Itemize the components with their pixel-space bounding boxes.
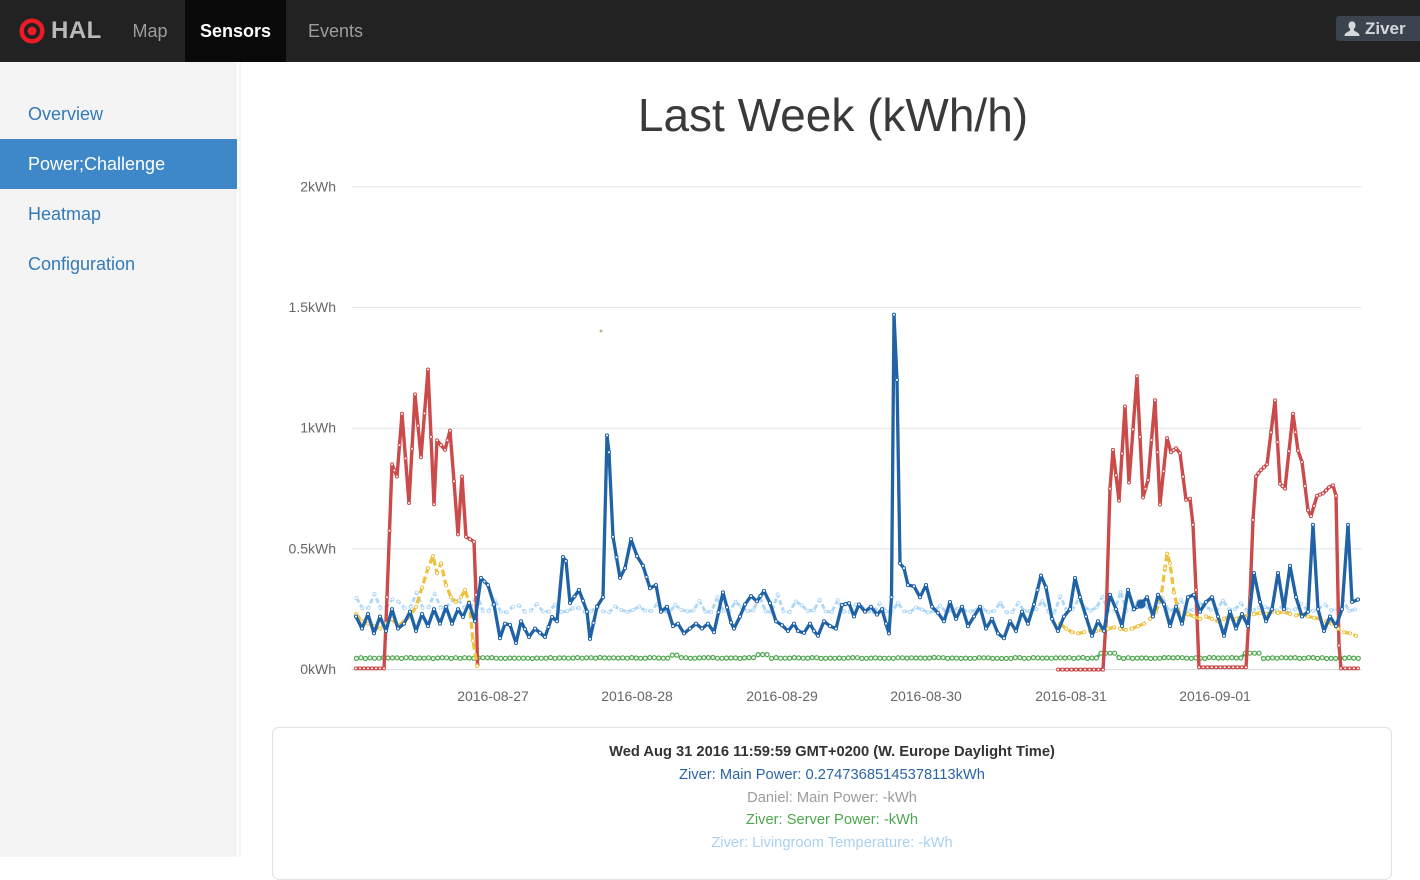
svg-text:2016-08-27: 2016-08-27 [457,688,529,704]
svg-text:1.5kWh: 1.5kWh [289,299,336,315]
svg-text:2016-08-31: 2016-08-31 [1035,688,1107,704]
svg-text:0.5kWh: 0.5kWh [289,540,336,556]
svg-text:2016-09-01: 2016-09-01 [1179,688,1251,704]
svg-text:Last Week (kWh/h): Last Week (kWh/h) [638,89,1028,141]
svg-text:2016-08-29: 2016-08-29 [746,688,818,704]
svg-text:1kWh: 1kWh [300,420,336,436]
svg-text:2016-08-30: 2016-08-30 [890,688,962,704]
svg-text:2016-08-28: 2016-08-28 [601,688,673,704]
svg-text:2kWh: 2kWh [300,178,336,194]
svg-text:0kWh: 0kWh [300,661,336,677]
